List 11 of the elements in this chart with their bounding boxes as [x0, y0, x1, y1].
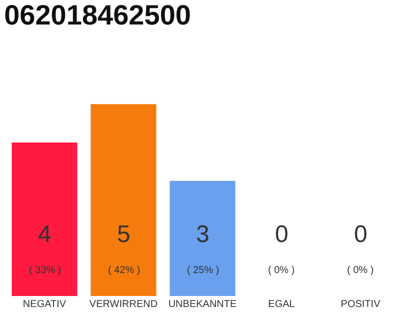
chart-title: 062018462500	[4, 0, 191, 30]
data-label: 4 ( 33% )	[29, 221, 62, 276]
data-label: 5 ( 42% )	[108, 221, 140, 276]
data-label: 0 ( 0% )	[268, 221, 295, 276]
x-tick-label: UNBEKANNTE	[168, 299, 237, 310]
data-label: 0 ( 0% )	[347, 221, 374, 276]
x-tick-label: EGAL	[268, 299, 296, 310]
x-tick-label: NEGATIV	[22, 299, 66, 310]
x-tick-label: VERWIRREND	[89, 299, 158, 310]
data-label: 3 ( 25% )	[187, 221, 220, 276]
x-tick-label: POSITIV	[340, 299, 381, 310]
